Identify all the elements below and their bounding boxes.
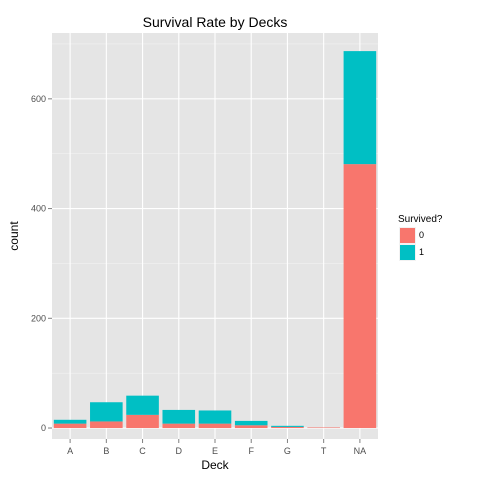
bar-E-survived-1 xyxy=(198,410,232,424)
y-axis-ticks: 0 200 400 600 xyxy=(31,94,52,433)
y-tick-label: 400 xyxy=(31,204,46,214)
bar-C-survived-1 xyxy=(126,395,159,415)
bar-D-survived-0 xyxy=(162,423,196,429)
x-tick-label: F xyxy=(248,446,254,456)
x-tick-label: B xyxy=(103,446,109,456)
x-tick-label: E xyxy=(212,446,218,456)
x-tick-label: A xyxy=(67,446,73,456)
x-tick-label: D xyxy=(176,446,183,456)
bar-F-survived-1 xyxy=(234,420,268,426)
bar-A-survived-1 xyxy=(53,419,87,424)
bar-B-survived-1 xyxy=(90,402,123,422)
legend-swatch-0 xyxy=(400,228,415,243)
bar-C-survived-0 xyxy=(126,414,159,429)
legend-title: Survived? xyxy=(398,214,443,225)
bar-NA-survived-1 xyxy=(343,51,377,165)
y-axis-title: count xyxy=(7,221,21,251)
y-tick-label: 600 xyxy=(31,94,46,104)
x-tick-label: C xyxy=(139,446,146,456)
bar-B-survived-0 xyxy=(90,421,123,429)
x-tick-label: NA xyxy=(354,446,367,456)
major-gridlines xyxy=(52,33,378,439)
x-tick-label: G xyxy=(284,446,291,456)
y-tick-label: 0 xyxy=(41,423,46,433)
x-axis-ticks: A B C D E F G T NA xyxy=(67,439,366,456)
bar-NA-survived-0 xyxy=(343,164,377,429)
x-axis-title: Deck xyxy=(201,458,229,472)
legend-swatch-1 xyxy=(400,245,415,260)
x-tick-label: T xyxy=(321,446,327,456)
legend-label-0: 0 xyxy=(419,230,424,240)
bar-E-survived-0 xyxy=(198,423,232,429)
legend: Survived? 0 1 xyxy=(398,214,443,261)
bar-G-survived-0 xyxy=(271,426,304,429)
legend-label-1: 1 xyxy=(419,247,424,257)
bar-F-survived-0 xyxy=(234,425,268,429)
chart-title: Survival Rate by Decks xyxy=(143,14,288,30)
bars-group xyxy=(53,51,377,429)
bar-A-survived-0 xyxy=(53,423,87,429)
y-tick-label: 200 xyxy=(31,313,46,323)
bar-T-survived-0 xyxy=(307,427,340,429)
bar-D-survived-1 xyxy=(162,409,196,424)
bar-G-survived-1 xyxy=(271,425,304,427)
